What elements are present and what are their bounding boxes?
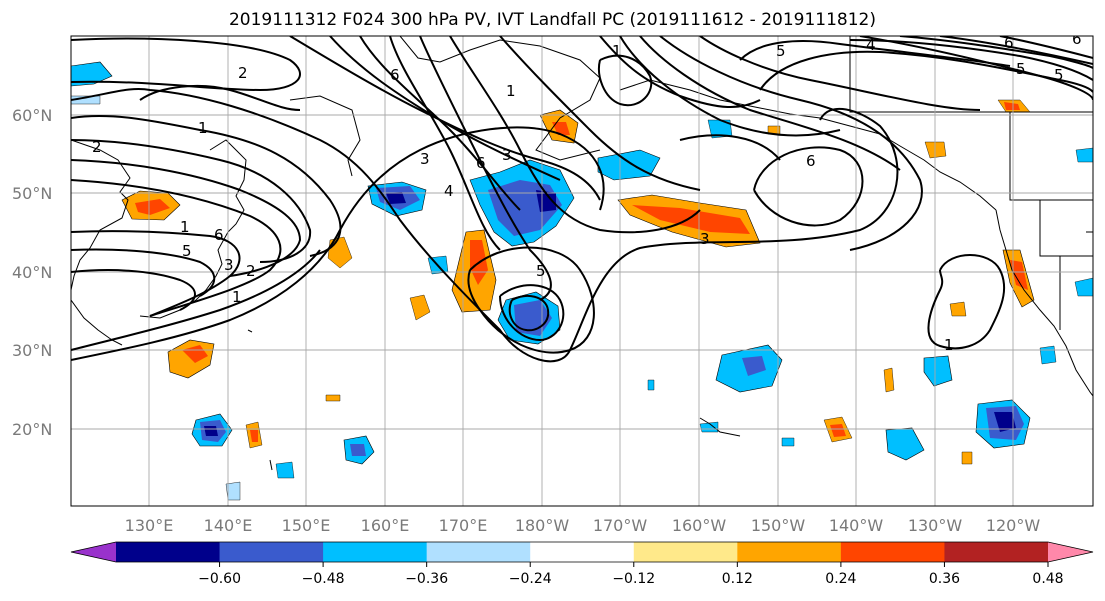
contour-label: 5 xyxy=(776,42,786,60)
lat-label: 50°N xyxy=(12,184,52,203)
contour-label: 5 xyxy=(182,242,192,260)
lon-label: 140°W xyxy=(829,516,884,535)
negative-anomaly xyxy=(885,427,925,461)
colorbar-tick-label: 0.36 xyxy=(929,571,960,587)
colorbar-tick-label: 0.48 xyxy=(1032,571,1063,587)
contour-label: 6 xyxy=(1004,34,1014,52)
colorbar-segment xyxy=(737,542,842,562)
lat-label: 60°N xyxy=(12,106,52,125)
pv-contours xyxy=(71,36,1093,363)
contour-label: 1 xyxy=(944,336,954,354)
negative-anomaly xyxy=(1075,147,1093,163)
lat-label: 20°N xyxy=(12,420,52,439)
contour-label: 6 xyxy=(390,66,400,84)
contour-label: 2 xyxy=(246,262,256,280)
contour-label: 3 xyxy=(420,150,430,168)
negative-anomaly xyxy=(1074,277,1093,297)
contour-label: 3 xyxy=(224,256,234,274)
contour-label: 5 xyxy=(1016,60,1026,78)
contour-label: 2 xyxy=(238,64,248,82)
lon-label: 160°W xyxy=(672,516,727,535)
contour-label: 1 xyxy=(198,119,208,137)
negative-anomaly xyxy=(225,481,241,501)
lon-label: 160°E xyxy=(361,516,410,535)
positive-anomaly xyxy=(325,394,341,402)
lon-label: 180°W xyxy=(515,516,570,535)
colorbar-segment xyxy=(840,542,945,562)
contour-labels: 2 1 1 6 5 2 3 1 2 6 1 4 6 3 3 5 1 5 4 5 … xyxy=(92,30,1082,354)
colorbar-tick-label: −0.60 xyxy=(198,571,241,587)
positive-anomaly xyxy=(409,294,431,321)
contour-label: 3 xyxy=(700,230,710,248)
positive-anomaly xyxy=(949,301,967,317)
map-frame xyxy=(70,35,1094,507)
positive-anomaly xyxy=(961,451,973,465)
colorbar: −0.60 −0.48 −0.36 −0.24 −0.12 0.12 0.24 0.36 0.4… xyxy=(70,541,1094,587)
positive-anomaly xyxy=(883,367,895,393)
coastlines xyxy=(71,36,1093,471)
lon-label: 150°W xyxy=(751,516,806,535)
lon-label: 140°E xyxy=(204,516,253,535)
negative-anomaly xyxy=(1039,345,1057,365)
contour-label: 5 xyxy=(1054,66,1064,84)
colorbar-segment xyxy=(323,542,428,562)
colorbar-segment xyxy=(116,542,221,562)
positive-anomaly xyxy=(924,141,947,159)
contour-label: 1 xyxy=(506,82,516,100)
contour-label: 1 xyxy=(232,288,242,306)
lon-label: 170°W xyxy=(593,516,648,535)
colorbar-tick-label: −0.48 xyxy=(302,571,345,587)
colorbar-tick-label: −0.12 xyxy=(612,571,655,587)
lon-label: 120°W xyxy=(986,516,1041,535)
contour-label: 1 xyxy=(180,218,190,236)
negative-anomaly xyxy=(597,149,661,181)
latitude-labels: 60°N 50°N 40°N 30°N 20°N xyxy=(12,106,52,439)
lon-label: 170°E xyxy=(439,516,488,535)
negative-anomaly xyxy=(923,355,953,387)
contour-label: 6 xyxy=(214,226,224,244)
contour-label: 4 xyxy=(866,36,876,54)
map-area xyxy=(71,36,1093,506)
colorbar-extend-high xyxy=(1048,542,1093,562)
negative-anomaly xyxy=(275,461,295,479)
map-title: 2019111312 F024 300 hPa PV, IVT Landfall… xyxy=(228,10,876,30)
contour-label: 4 xyxy=(444,182,454,200)
contour-label: 6 xyxy=(806,152,816,170)
lat-label: 30°N xyxy=(12,341,52,360)
longitude-labels: 130°E 140°E 150°E 160°E 170°E 180°W 170°… xyxy=(125,516,1041,535)
negative-anomaly xyxy=(781,437,795,447)
colorbar-tick-label: 0.24 xyxy=(825,571,856,587)
colorbar-tick-label: −0.24 xyxy=(509,571,552,587)
colorbar-segment xyxy=(426,542,531,562)
colorbar-segment xyxy=(219,542,324,562)
colorbar-segment xyxy=(944,542,1049,562)
contour-label: 2 xyxy=(92,138,102,156)
colorbar-segment xyxy=(530,542,635,562)
negative-anomaly xyxy=(71,61,113,87)
lon-label: 130°W xyxy=(908,516,963,535)
contour-label: 6 xyxy=(1072,30,1082,48)
contour-label: 1 xyxy=(612,42,622,60)
lat-label: 40°N xyxy=(12,263,52,282)
contour-label: 6 xyxy=(476,154,486,172)
lon-label: 130°E xyxy=(125,516,174,535)
colorbar-tick-label: −0.36 xyxy=(405,571,448,587)
lon-label: 150°E xyxy=(282,516,331,535)
colorbar-extend-low xyxy=(71,542,116,562)
negative-anomaly xyxy=(647,379,655,391)
colorbar-tick-label: 0.12 xyxy=(722,571,753,587)
contour-label: 3 xyxy=(502,146,512,164)
colorbar-segment xyxy=(633,542,738,562)
contour-label: 5 xyxy=(536,262,546,280)
colorbar-outline xyxy=(70,541,1094,563)
